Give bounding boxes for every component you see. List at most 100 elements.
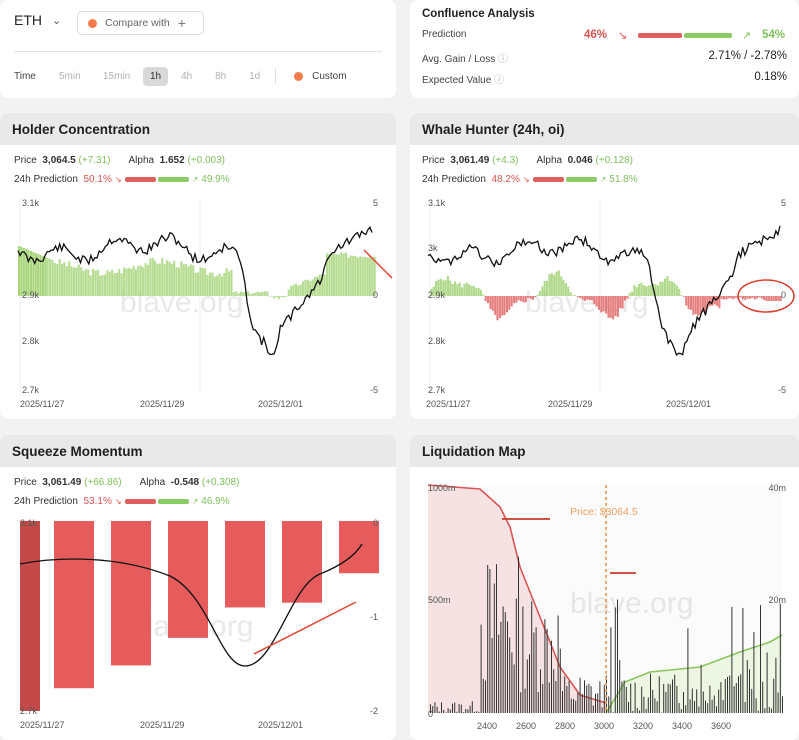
momentum-bar <box>206 275 209 296</box>
liquidation-bar <box>608 696 610 713</box>
momentum-bar <box>137 265 140 296</box>
momentum-bar <box>595 296 598 307</box>
momentum-bar <box>182 264 185 296</box>
momentum-bar <box>442 280 445 296</box>
liquidation-bar <box>764 708 766 713</box>
momentum-bar <box>777 296 780 301</box>
momentum-bar <box>463 283 466 296</box>
momentum-bar <box>356 257 359 296</box>
momentum-bar <box>605 296 608 314</box>
momentum-bar <box>273 296 276 299</box>
momentum-bar <box>337 254 340 296</box>
liquidation-bar <box>546 628 548 713</box>
pred-down-bar <box>532 177 564 182</box>
liquidation-bar <box>592 705 594 713</box>
liquidation-bar <box>691 688 693 713</box>
momentum-bar <box>39 255 42 296</box>
momentum-bar <box>146 264 149 296</box>
momentum-bar <box>204 268 207 296</box>
momentum-bar <box>482 294 485 296</box>
momentum-bar <box>555 271 558 296</box>
momentum-bar <box>166 260 169 296</box>
asset-selector[interactable]: ETH ⌄ <box>14 12 61 28</box>
plus-icon: + <box>177 15 186 31</box>
liquidation-bar <box>656 701 658 713</box>
whale-y-left-label: 3.1k <box>428 198 446 208</box>
holder-price-row: Price 3,064.5 (+7.31) Alpha 1.652 (+0.00… <box>14 155 225 166</box>
momentum-bar <box>106 270 109 296</box>
whale-x-label: 2025/11/29 <box>548 399 592 409</box>
momentum-bar <box>723 296 726 300</box>
liquidation-bar <box>705 700 706 713</box>
liquidation-bar <box>628 702 629 713</box>
compare-button[interactable]: Compare with + <box>77 11 204 35</box>
squeeze-bar <box>54 521 94 689</box>
momentum-bar <box>53 262 56 296</box>
liquidation-bar <box>733 686 735 713</box>
liquidation-bar <box>658 676 660 713</box>
liquidation-bar <box>768 707 770 713</box>
timeframe-1d[interactable]: 1d <box>249 70 261 82</box>
liquidation-bar <box>685 705 687 713</box>
liquidation-bar <box>581 693 583 713</box>
momentum-bar <box>472 285 475 296</box>
timeframe-4h[interactable]: 4h <box>181 70 193 82</box>
liquidation-bar <box>735 682 737 713</box>
momentum-bar <box>80 267 83 296</box>
momentum-bar <box>508 296 511 310</box>
liquidation-bar <box>722 700 724 713</box>
watermark: blave.org <box>525 286 648 319</box>
momentum-bar <box>213 276 216 296</box>
price-label: Price <box>14 477 37 488</box>
liquidation-bar <box>630 683 632 713</box>
momentum-bar <box>29 251 32 296</box>
holder-y-left-label: 2.9k <box>22 290 40 300</box>
liquidation-bar <box>491 638 493 713</box>
momentum-bar <box>330 253 333 296</box>
liquidation-bar <box>751 689 753 713</box>
momentum-bar <box>513 296 516 304</box>
momentum-bar <box>527 296 530 298</box>
momentum-bar <box>65 266 68 296</box>
custom-button[interactable]: Custom <box>312 70 347 82</box>
momentum-bar <box>225 268 228 296</box>
momentum-bar <box>522 296 525 303</box>
momentum-bar <box>96 269 99 296</box>
liquidation-bar <box>696 689 698 713</box>
timeframe-8h[interactable]: 8h <box>215 70 227 82</box>
chevron-down-icon: ⌄ <box>52 14 62 27</box>
pred-label: 24h Prediction <box>422 174 486 185</box>
momentum-bar <box>779 296 782 301</box>
price-line <box>17 225 373 356</box>
momentum-bar <box>72 267 75 296</box>
momentum-bar <box>228 271 231 296</box>
liquidation-bar <box>500 621 502 713</box>
momentum-bar <box>517 296 520 301</box>
liquidation-bar <box>779 603 781 713</box>
momentum-bar <box>282 296 285 298</box>
liquidation-bar <box>564 676 566 713</box>
momentum-bar <box>328 253 331 296</box>
momentum-bar <box>449 280 452 296</box>
momentum-bar <box>581 296 584 300</box>
watermark: blave.org <box>570 587 693 620</box>
momentum-bar <box>477 287 480 296</box>
momentum-bar <box>299 284 302 296</box>
prediction-label: Prediction <box>422 29 467 40</box>
liquidation-bar <box>694 701 695 713</box>
momentum-bar <box>242 292 245 296</box>
liquidation-bar <box>652 689 654 713</box>
momentum-bar <box>180 261 183 296</box>
timeframe-1h[interactable]: 1h <box>143 66 169 86</box>
momentum-bar <box>741 296 744 300</box>
liquidation-bar <box>438 711 440 713</box>
liquidation-bar <box>540 669 541 713</box>
timeframe-5min[interactable]: 5min <box>59 70 81 82</box>
momentum-bar <box>524 296 527 303</box>
momentum-bar <box>115 272 118 296</box>
momentum-bar <box>247 291 250 296</box>
momentum-bar <box>697 296 700 316</box>
y-right-label: 20m <box>768 595 786 605</box>
timeframe-15min[interactable]: 15min <box>103 70 131 82</box>
momentum-bar <box>113 273 116 296</box>
